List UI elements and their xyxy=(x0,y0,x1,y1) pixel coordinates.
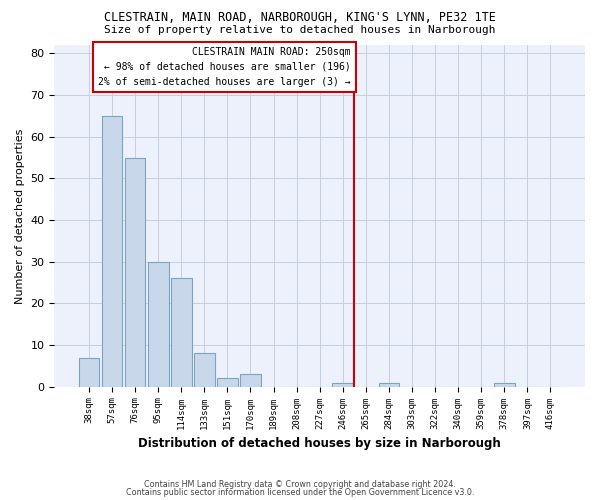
Bar xyxy=(240,374,261,386)
Text: Size of property relative to detached houses in Narborough: Size of property relative to detached ho… xyxy=(104,25,496,35)
Bar xyxy=(332,382,353,386)
Bar xyxy=(125,158,145,386)
Bar xyxy=(494,382,515,386)
Text: Contains HM Land Registry data © Crown copyright and database right 2024.: Contains HM Land Registry data © Crown c… xyxy=(144,480,456,489)
Y-axis label: Number of detached properties: Number of detached properties xyxy=(15,128,25,304)
Bar xyxy=(194,354,215,386)
Text: CLESTRAIN MAIN ROAD: 250sqm
← 98% of detached houses are smaller (196)
2% of sem: CLESTRAIN MAIN ROAD: 250sqm ← 98% of det… xyxy=(98,47,351,86)
Bar xyxy=(379,382,400,386)
Bar xyxy=(101,116,122,386)
Bar xyxy=(79,358,99,386)
Text: Contains public sector information licensed under the Open Government Licence v3: Contains public sector information licen… xyxy=(126,488,474,497)
Bar xyxy=(148,262,169,386)
X-axis label: Distribution of detached houses by size in Narborough: Distribution of detached houses by size … xyxy=(139,437,501,450)
Text: CLESTRAIN, MAIN ROAD, NARBOROUGH, KING'S LYNN, PE32 1TE: CLESTRAIN, MAIN ROAD, NARBOROUGH, KING'S… xyxy=(104,11,496,24)
Bar xyxy=(217,378,238,386)
Bar xyxy=(171,278,191,386)
